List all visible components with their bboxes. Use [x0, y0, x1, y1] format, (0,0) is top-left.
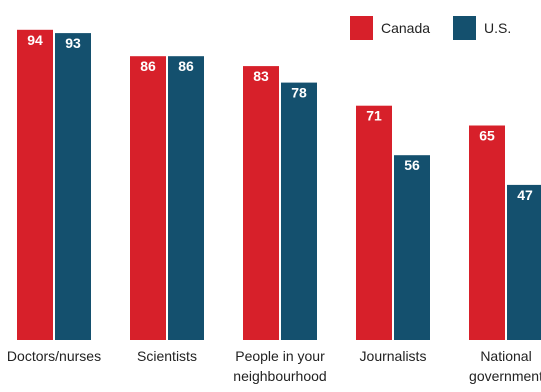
- category-label: Scientists: [137, 348, 197, 364]
- bar-canada-2: [243, 66, 279, 340]
- legend: Canada U.S.: [350, 16, 511, 40]
- bar-us-4: [507, 184, 541, 340]
- legend-label-us: U.S.: [484, 20, 511, 36]
- bar-value-label: 93: [65, 35, 81, 51]
- bars-group: 94 93 86 86 83 78 71 56 65 47: [17, 29, 541, 341]
- bar-us-0: [55, 33, 91, 340]
- category-labels: Doctors/nurses Scientists People in your ne…: [7, 348, 541, 384]
- bar-value-label: 71: [366, 108, 382, 124]
- bar-value-label: 56: [404, 157, 420, 173]
- legend-swatch-us: [453, 16, 476, 40]
- bar-us-2: [281, 82, 317, 340]
- category-label: National: [480, 348, 531, 364]
- bar-us-1: [168, 56, 204, 340]
- bar-value-label: 86: [178, 58, 194, 74]
- bar-value-label: 94: [27, 32, 43, 48]
- bar-canada-0: [17, 29, 53, 341]
- bar-value-label: 83: [253, 68, 269, 84]
- bar-value-label: 86: [140, 58, 156, 74]
- bar-value-label: 78: [291, 85, 307, 101]
- legend-label-canada: Canada: [381, 20, 430, 36]
- category-label: Journalists: [360, 348, 427, 364]
- bar-canada-4: [469, 125, 505, 340]
- category-label: neighbourhood: [233, 368, 326, 384]
- category-label: Doctors/nurses: [7, 348, 101, 364]
- bar-canada-3: [356, 105, 392, 340]
- bar-canada-1: [130, 56, 166, 340]
- category-label: People in your: [235, 348, 325, 364]
- bar-value-label: 65: [479, 128, 495, 144]
- legend-swatch-canada: [350, 16, 373, 40]
- category-label: government: [469, 368, 541, 384]
- bar-value-label: 47: [517, 187, 533, 203]
- bar-us-3: [394, 155, 430, 340]
